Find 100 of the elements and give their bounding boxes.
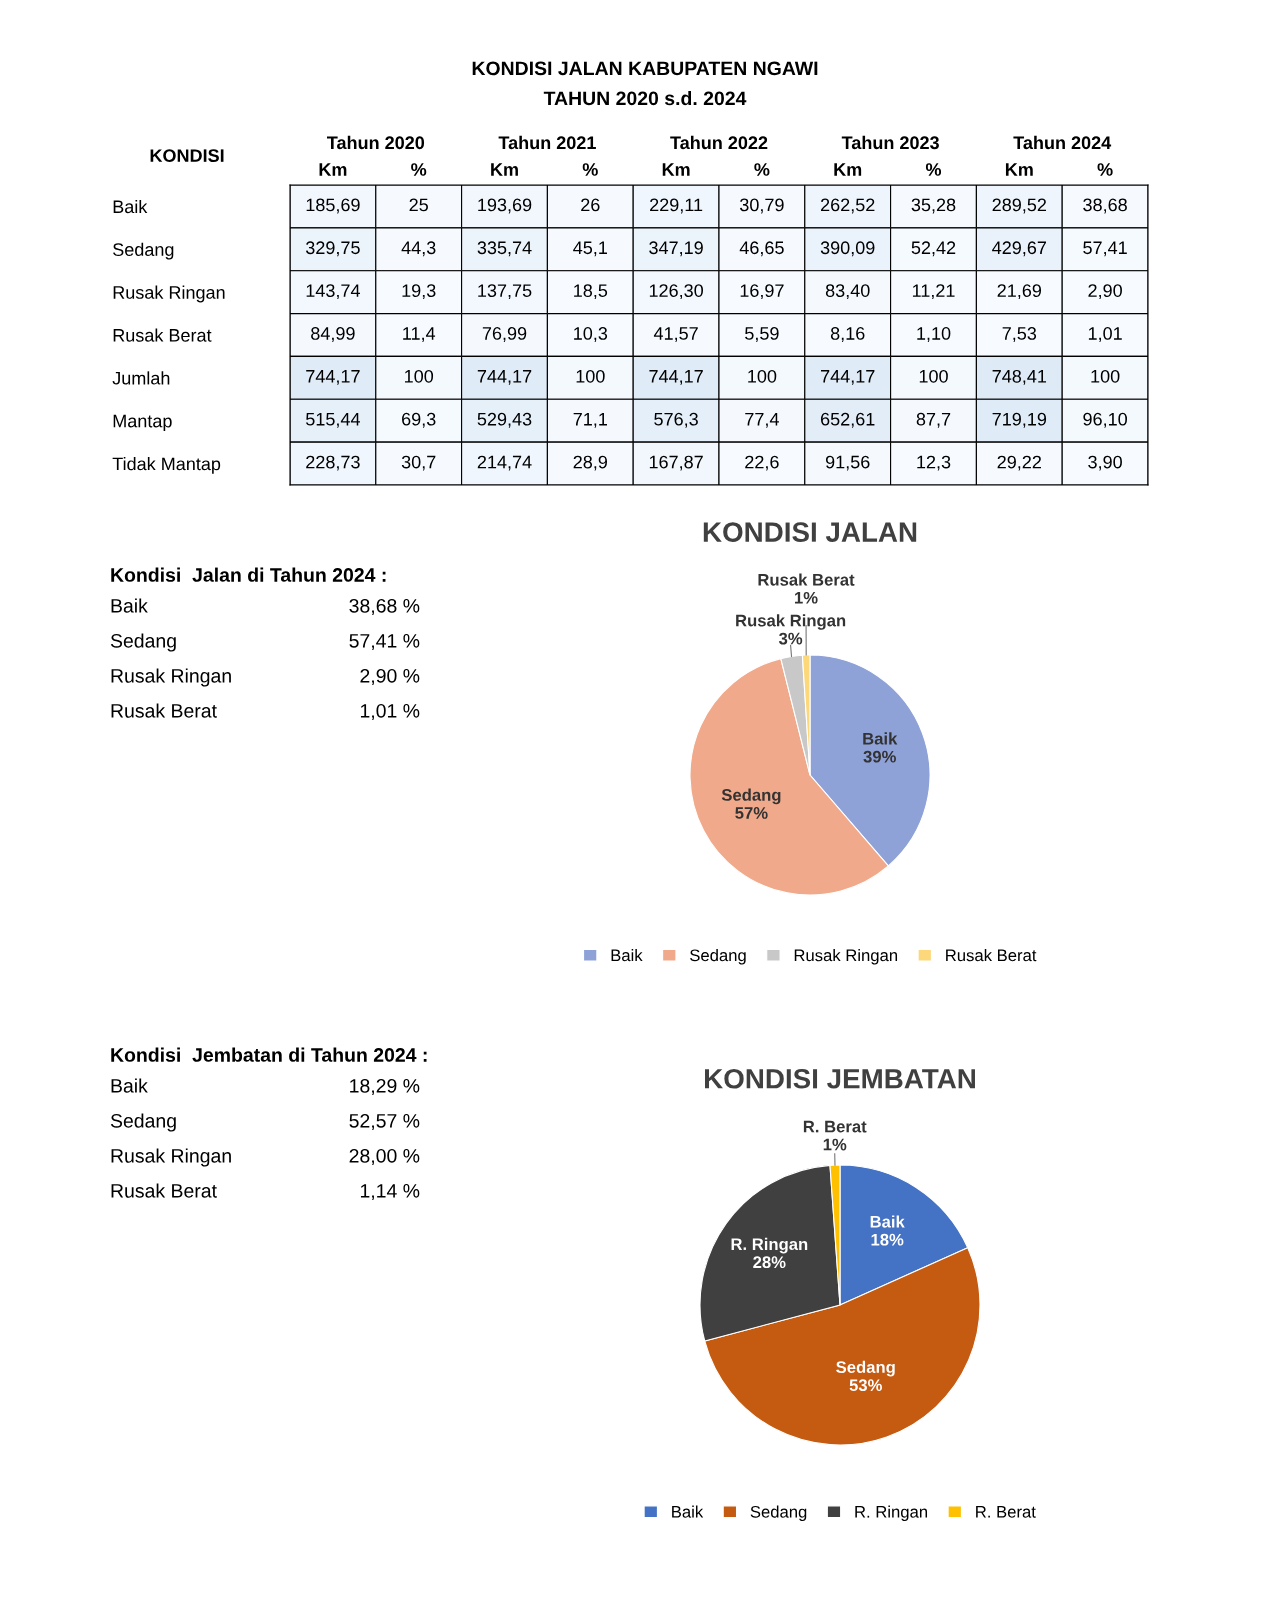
chart-title: KONDISI JEMBATAN (705, 1068, 975, 1089)
data-label: 515,44 (306, 412, 360, 428)
text: Tahun 2022 (670, 135, 768, 150)
text: 1,01 % (360, 703, 420, 721)
slice-label: Rusak Berat (758, 573, 855, 586)
data-label: 22,6 (745, 455, 779, 471)
text: Tahun 2021 (498, 135, 596, 150)
text: Tahun 2023 (841, 135, 939, 150)
data-label: 76,99 (482, 327, 527, 342)
legend-label: R. Berat (976, 1506, 1036, 1518)
x-tick-label: % (1097, 163, 1113, 176)
data-label: 28,9 (573, 455, 608, 471)
data-label: 96,10 (1083, 412, 1127, 428)
x-tick-label: Km (834, 163, 862, 176)
data-label: 100 (919, 369, 948, 383)
data-label: 143,74 (306, 284, 360, 300)
x-tick-label: Km (662, 163, 690, 176)
data-label: 46,65 (739, 241, 784, 257)
data-label: 719,19 (992, 412, 1047, 428)
data-label: 21,69 (997, 284, 1042, 300)
data-label: 529,43 (477, 412, 532, 428)
data-label: 744,17 (649, 370, 703, 385)
data-label: 262,52 (821, 198, 875, 214)
x-tick-label: % (925, 163, 942, 176)
text: Kondisi Jembatan di Tahun 2024 : (111, 1047, 427, 1062)
text: 28,00 % (349, 1148, 420, 1166)
data-label: 16,97 (740, 284, 784, 300)
data-label: 11,4 (403, 327, 436, 342)
data-label: 1,01 (1088, 327, 1122, 342)
text: 2,90 % (360, 668, 420, 686)
data-label: 229,11 (650, 198, 703, 214)
legend-label: Baik (611, 949, 643, 962)
data-label: 652,61 (821, 412, 875, 428)
data-label: 100 (748, 369, 777, 383)
legend-label: Rusak Berat (946, 949, 1037, 962)
x-tick-label: % (411, 163, 427, 176)
text: 52,57 % (349, 1113, 420, 1131)
y-tick-label: Rusak Ringan (113, 285, 225, 303)
data-label: 7,53 (1002, 327, 1037, 342)
data-label: 53% (849, 1379, 882, 1392)
slice-label: Sedang (721, 788, 781, 805)
data-label: 44,3 (401, 241, 436, 257)
data-label: 28% (753, 1256, 786, 1269)
data-label: 41,57 (653, 327, 698, 342)
data-label: 429,67 (992, 241, 1047, 257)
data-label: 83,40 (825, 284, 870, 300)
y-tick-label: Baik (113, 199, 148, 214)
data-label: 18% (871, 1233, 904, 1246)
legend-label: Sedang (750, 1505, 807, 1522)
text: Tahun 2024 (1013, 135, 1112, 150)
legend-label: Sedang (690, 949, 746, 965)
data-label: 10,3 (574, 327, 608, 342)
chart-title: KONDISI JALAN (703, 522, 917, 542)
slice-label: Baik (863, 732, 898, 745)
slice-label: R. Berat (803, 1120, 867, 1133)
data-label: 30,79 (740, 198, 784, 214)
data-label: 2,90 (1088, 284, 1122, 300)
data-label: 39% (863, 750, 896, 763)
data-label: 84,99 (311, 327, 355, 342)
x-tick-label: % (582, 163, 598, 176)
data-label: 69,3 (402, 412, 436, 428)
data-label: 335,74 (477, 241, 532, 257)
y-tick-label: Mantap (113, 414, 172, 431)
legend-label: Baik (672, 1505, 704, 1518)
data-label: 57,41 (1083, 241, 1127, 257)
x-tick-label: Km (319, 163, 347, 176)
text: Tahun 2020 (327, 135, 425, 150)
data-label: 748,41 (992, 369, 1047, 385)
data-label: 3,90 (1088, 455, 1122, 471)
y-tick-label: Jumlah (112, 371, 170, 385)
legend-label: R. Ringan (855, 1505, 928, 1522)
data-label: 18,5 (574, 284, 608, 300)
data-label: 329,75 (305, 241, 360, 257)
y-tick-label: Tidak Mantap (112, 457, 221, 474)
data-label: 35,28 (911, 198, 956, 214)
data-label: 193,69 (478, 198, 532, 214)
text: 1,14 % (360, 1184, 420, 1201)
data-label: 12,3 (917, 455, 951, 471)
data-label: 100 (576, 369, 605, 383)
legend-label: Rusak Ringan (794, 949, 898, 965)
data-label: 71,1 (573, 412, 607, 428)
data-label: 26 (581, 198, 600, 212)
text: 18,29 % (350, 1078, 420, 1096)
data-label: 19,3 (402, 284, 436, 300)
data-label: 390,09 (820, 241, 875, 257)
slice-label: Rusak Ringan (736, 614, 846, 630)
data-label: 228,73 (306, 455, 360, 471)
data-label: 8,16 (830, 327, 865, 342)
data-label: 100 (1091, 369, 1120, 383)
x-tick-label: Km (1005, 163, 1033, 176)
data-label: 29,22 (997, 455, 1041, 471)
data-label: 52,42 (911, 241, 956, 257)
data-label: 1,10 (917, 327, 951, 342)
data-label: 214,74 (477, 455, 532, 471)
data-label: 744,17 (821, 370, 875, 385)
slice-label: R. Ringan (731, 1237, 808, 1254)
y-tick-label: Sedang (113, 242, 174, 260)
data-label: 744,17 (477, 370, 532, 385)
data-label: 100 (405, 369, 434, 383)
data-label: 167,87 (649, 455, 703, 471)
